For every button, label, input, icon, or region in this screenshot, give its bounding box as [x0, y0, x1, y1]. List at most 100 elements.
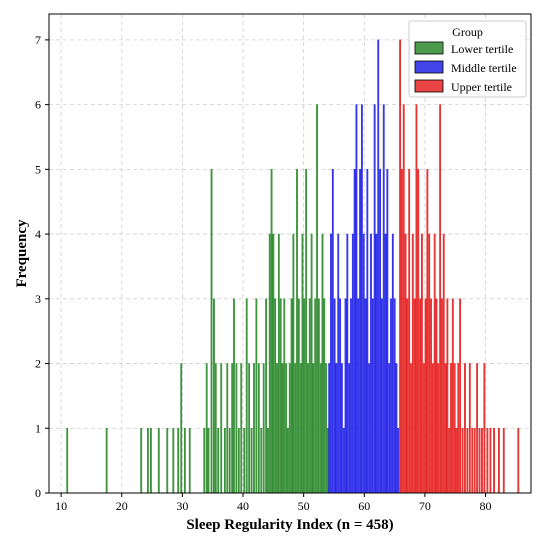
- histogram-bar: [489, 427, 492, 494]
- histogram-bar: [281, 363, 284, 494]
- plot-frame: [48, 13, 532, 494]
- histogram-bar: [444, 363, 447, 494]
- legend-swatch: [414, 60, 444, 74]
- histogram-bar: [268, 233, 271, 494]
- histogram-bar: [397, 427, 400, 494]
- histogram-bar: [172, 427, 175, 494]
- histogram-bar: [426, 169, 429, 494]
- y-axis-title: Frequency: [14, 219, 30, 288]
- histogram-bar: [203, 427, 206, 494]
- legend-swatch: [414, 41, 444, 55]
- histogram-bar: [502, 427, 505, 494]
- histogram-bar: [323, 298, 326, 494]
- histogram-bar: [461, 427, 464, 494]
- histogram-bar: [310, 233, 313, 494]
- histogram-bar: [237, 427, 240, 494]
- histogram-bar: [326, 427, 329, 494]
- histogram-bar: [213, 298, 215, 494]
- histogram-bar: [419, 298, 422, 494]
- histogram-bar: [346, 233, 349, 494]
- legend-entries: Lower tertile Middle tertile Upper tertile: [414, 41, 517, 94]
- legend-label: Middle tertile: [451, 61, 517, 75]
- histogram-bar: [314, 298, 317, 494]
- x-tick-label: 30: [176, 499, 188, 513]
- histogram-bar: [260, 427, 263, 494]
- histogram-bar: [370, 233, 372, 494]
- histogram-bar: [233, 298, 235, 494]
- histogram-bar: [348, 363, 351, 494]
- histogram-bar: [384, 233, 387, 494]
- histogram-bar: [395, 363, 398, 494]
- histogram-bar: [316, 104, 318, 494]
- histogram-bar: [340, 363, 343, 494]
- y-tick-label: 7: [35, 33, 41, 47]
- x-axis-title: Sleep Regularity Index (n = 458): [186, 517, 393, 533]
- legend-box: [408, 20, 527, 98]
- histogram-bar: [411, 233, 414, 494]
- histogram-bar: [183, 427, 186, 494]
- histogram-bar: [388, 363, 391, 494]
- histogram-bar: [210, 169, 213, 494]
- histogram-bar: [448, 427, 451, 494]
- histogram-bar: [290, 298, 293, 494]
- histogram-bar: [325, 363, 328, 494]
- histogram-bar: [381, 298, 383, 494]
- histogram-bar: [146, 427, 149, 494]
- histogram-bar: [285, 363, 288, 494]
- histogram-bar: [140, 427, 143, 494]
- x-tick-label: 20: [116, 499, 128, 513]
- histogram-bar: [402, 104, 405, 494]
- x-tick-label: 70: [419, 499, 431, 513]
- histogram-bar: [272, 233, 275, 494]
- histogram-bar: [350, 298, 352, 494]
- histogram-bar: [240, 363, 243, 494]
- histogram-bar: [355, 104, 358, 494]
- histogram-bar: [188, 427, 191, 494]
- histogram-bar: [408, 169, 411, 494]
- histogram-bar: [150, 427, 152, 494]
- histogram-bar: [301, 233, 304, 494]
- histogram-bar: [337, 233, 340, 494]
- histogram-bar: [330, 233, 332, 494]
- histogram-bar: [433, 233, 436, 494]
- histogram-bar: [319, 363, 322, 494]
- histogram-bar: [486, 427, 489, 494]
- histogram-bar: [217, 427, 220, 494]
- histogram-bar: [455, 427, 458, 494]
- histogram-bar: [375, 233, 378, 494]
- histogram-bar: [404, 233, 407, 494]
- histogram-bar: [66, 427, 69, 494]
- bars-layer: [66, 39, 520, 494]
- histogram-bar: [377, 39, 380, 494]
- histogram-bar: [430, 298, 432, 494]
- histogram-bar: [180, 363, 183, 494]
- histogram-bar: [205, 363, 208, 494]
- histogram-bar: [331, 169, 334, 494]
- histogram-bar: [277, 233, 280, 494]
- histogram-bar: [248, 363, 251, 494]
- x-tick-label: 10: [55, 499, 67, 513]
- histogram-bar: [442, 233, 445, 494]
- histogram-bar: [373, 104, 376, 494]
- histogram-bar: [464, 363, 466, 494]
- histogram-bar: [386, 169, 389, 494]
- histogram-bar: [270, 169, 273, 494]
- histogram-bar: [105, 427, 108, 494]
- histogram-bar: [517, 427, 520, 494]
- histogram-bar: [471, 427, 474, 494]
- y-tick-label: 0: [35, 486, 41, 500]
- histogram-bar: [214, 363, 217, 494]
- histogram-bar: [223, 427, 226, 494]
- histogram-bar: [231, 363, 234, 494]
- histogram-bar: [342, 427, 345, 494]
- y-tick-label: 5: [35, 162, 41, 176]
- y-tick-label: 2: [35, 357, 41, 371]
- histogram-bar: [294, 363, 297, 494]
- ticks-layer: 10 20 30 40 50 60 70 80 0 1 2 3 4 5 6 7: [35, 33, 492, 513]
- histogram-bar: [177, 427, 180, 494]
- histogram-bar: [473, 427, 476, 494]
- y-tick-label: 4: [35, 227, 41, 241]
- histogram-bar: [382, 104, 385, 494]
- histogram-bar: [413, 298, 416, 494]
- histogram-bar: [157, 427, 160, 494]
